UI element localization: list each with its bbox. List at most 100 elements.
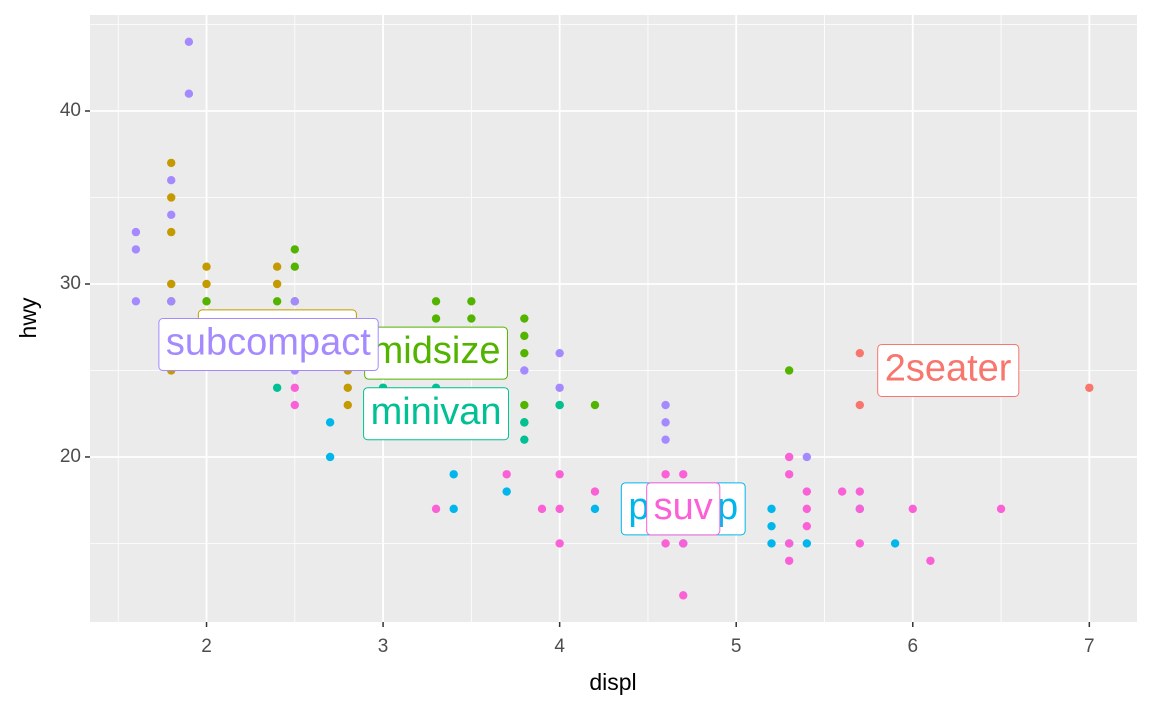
point [802,539,812,548]
point [167,175,176,185]
point [290,297,300,306]
label-text: midsize [372,330,501,372]
x-tick-label: 4 [554,636,565,657]
x-tick-label: 6 [907,636,918,657]
point [661,435,670,444]
point [855,504,865,514]
point [272,383,282,392]
point [325,452,335,462]
label-text: minivan [371,391,502,433]
point [784,539,794,548]
point [555,539,564,548]
point [520,366,529,375]
point [837,487,847,496]
point [767,521,776,531]
point [679,539,688,548]
point [272,262,282,271]
point [343,383,352,392]
point [855,348,865,358]
point [290,245,300,254]
point [167,210,176,219]
point [767,539,776,548]
point [802,504,812,514]
point [590,504,600,514]
y-axis-title: hwy [15,297,41,338]
label-text: subcompact [166,322,371,364]
point [661,539,670,548]
point [343,400,352,410]
point [926,556,935,565]
point [996,504,1006,514]
point [908,504,917,514]
point [272,279,282,289]
point [590,400,600,410]
point [167,227,176,237]
point [202,279,211,289]
label-box [158,318,379,372]
point [661,470,670,479]
point [290,262,300,271]
point [890,539,900,548]
point [855,539,865,548]
x-tick-label: 2 [201,636,212,657]
point [290,400,300,410]
class-label: 2seater [877,343,1020,397]
point [802,521,812,531]
point [555,470,564,479]
point [802,487,812,496]
point [520,314,529,323]
x-axis-title: displ [589,669,636,695]
point [1085,383,1094,392]
point [431,504,441,514]
point [431,314,441,323]
point [784,470,794,479]
point [679,470,688,479]
point [802,452,812,462]
label-box [646,482,721,536]
y-tick-label: 20 [60,446,81,467]
point [590,487,600,496]
label-box [363,387,510,441]
point [661,418,670,427]
point [325,418,335,427]
point [467,314,476,323]
point [855,400,865,410]
point [449,504,458,514]
label-box [877,343,1020,397]
y-tick-label: 40 [60,100,81,121]
point [784,366,794,375]
label-text: 2seater [885,348,1012,390]
x-tick-label: 5 [731,636,742,657]
point [679,591,688,600]
point [520,435,529,444]
point [767,504,776,514]
point [555,348,564,358]
point [555,504,564,514]
point [855,487,865,496]
point [467,297,476,306]
point [184,89,194,98]
point [131,245,141,254]
point [167,158,176,168]
label-text: suv [654,486,713,528]
point [520,348,529,358]
point [520,400,529,410]
point [784,452,794,462]
point [290,383,300,392]
x-tick-label: 3 [378,636,389,657]
class-label: suv [646,482,721,536]
point [431,297,441,306]
class-label: midsize [364,326,508,380]
point [202,297,211,306]
point [202,262,211,271]
point [537,504,547,514]
point [555,383,564,392]
point [167,279,176,289]
point [784,556,794,565]
point [502,487,511,496]
point [167,193,176,202]
point [520,331,529,341]
point [502,470,511,479]
point [184,37,194,47]
